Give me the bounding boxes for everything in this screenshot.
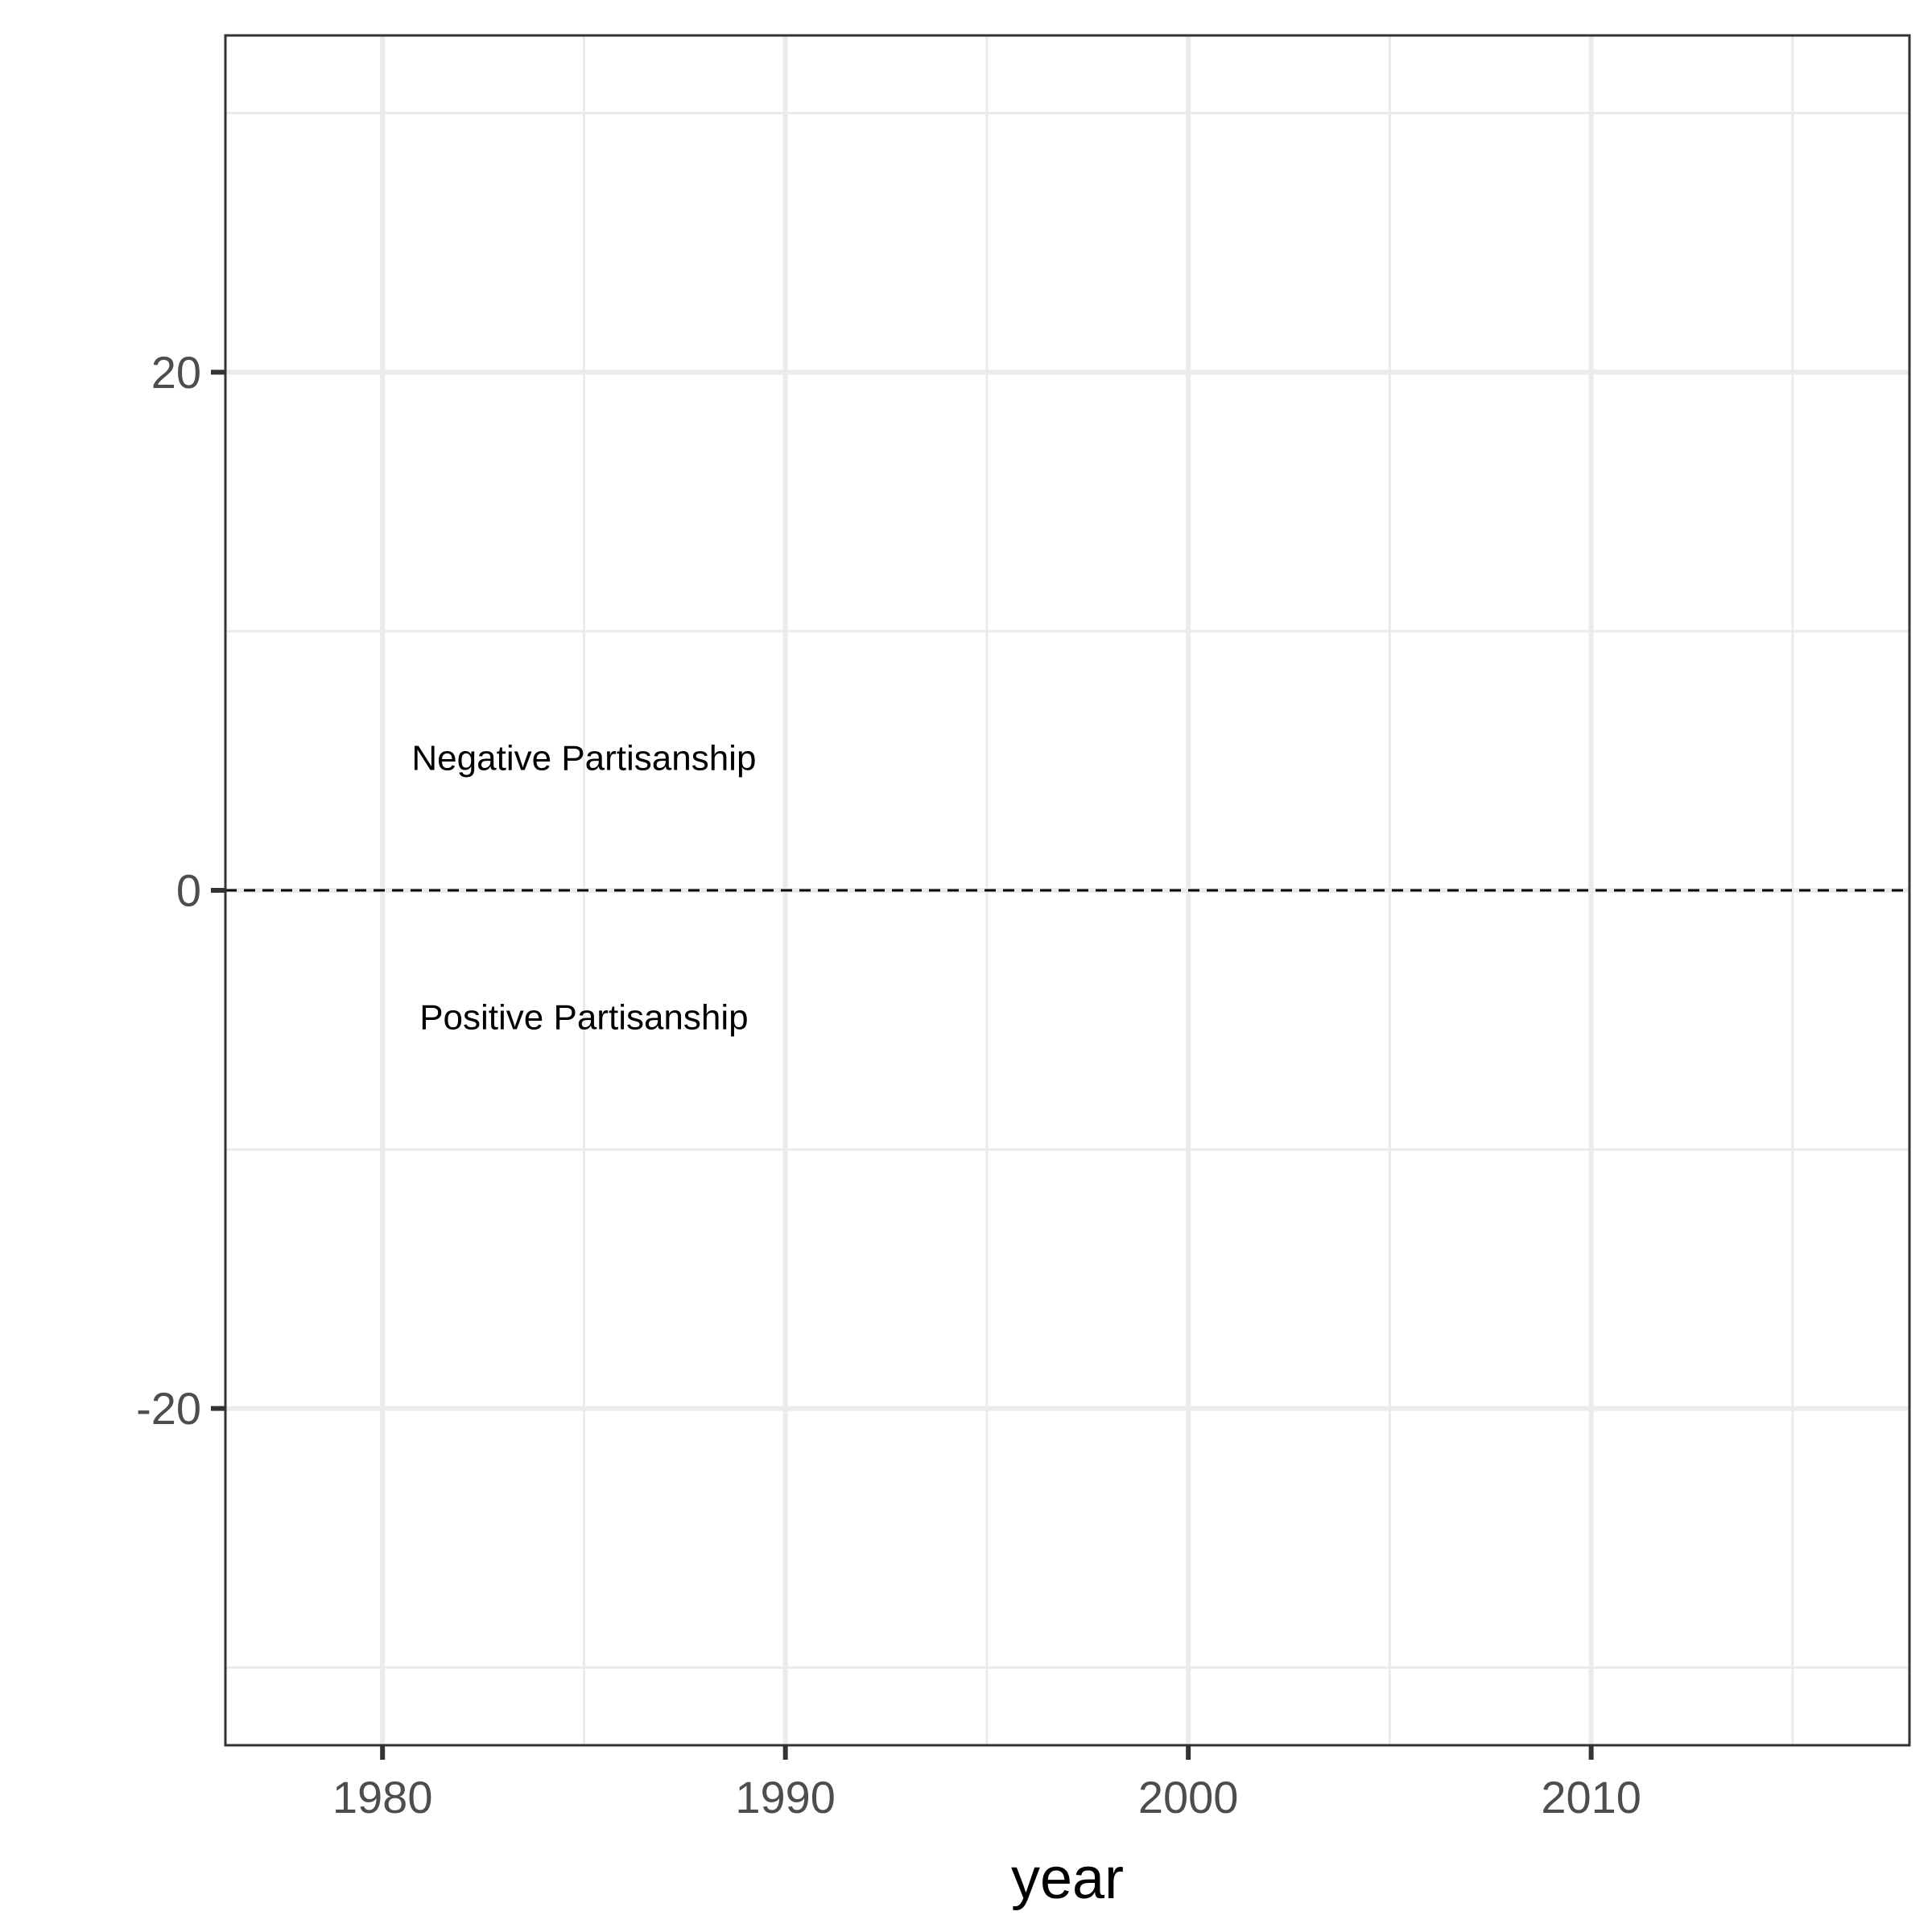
x-tick-label: 2000 bbox=[1138, 1772, 1239, 1823]
annotation-positive-partisanship: Positive Partisanship bbox=[419, 998, 748, 1038]
y-tick-label: -20 bbox=[136, 1383, 201, 1434]
x-axis-title: year bbox=[1011, 1847, 1124, 1911]
x-tick-label: 2010 bbox=[1541, 1772, 1641, 1823]
x-tick-label: 1980 bbox=[332, 1772, 433, 1823]
x-axis-ticks: 1980 1990 2000 2010 bbox=[332, 1745, 1641, 1823]
annotation-negative-partisanship: Negative Partisanship bbox=[411, 739, 756, 778]
y-tick-label: 20 bbox=[151, 347, 201, 398]
y-axis-ticks: -20 0 20 bbox=[136, 347, 225, 1434]
annotations: Negative Partisanship Positive Partisansh… bbox=[411, 739, 756, 1038]
y-tick-label: 0 bbox=[176, 865, 201, 916]
x-tick-label: 1990 bbox=[735, 1772, 836, 1823]
